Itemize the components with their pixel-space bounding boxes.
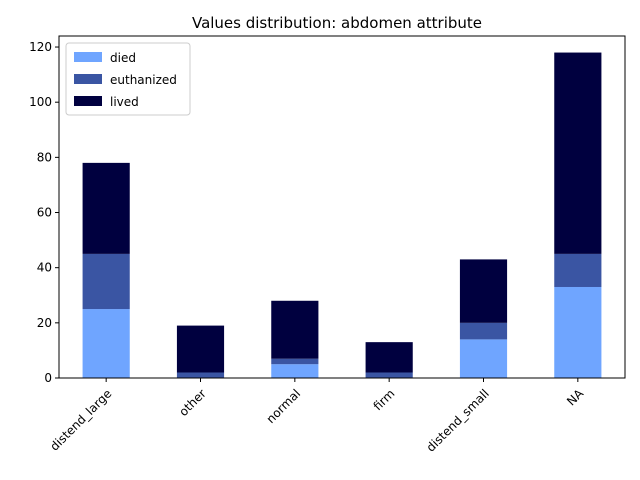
plot-frame bbox=[58, 35, 626, 379]
y-tick-label: 0 bbox=[44, 371, 52, 385]
x-tick-label-firm: firm bbox=[371, 386, 398, 413]
bar-segment-died-distend_small bbox=[459, 339, 508, 378]
legend-swatch-lived bbox=[74, 96, 102, 106]
bar-segment-died-NA bbox=[554, 286, 602, 378]
x-tick-label-distend_large: distend_large bbox=[47, 386, 114, 453]
y-tick-label: 120 bbox=[29, 40, 52, 54]
x-tick-label-other: other bbox=[176, 386, 209, 419]
x-tick-label-NA: NA bbox=[564, 386, 587, 409]
bar-segment-lived-other bbox=[176, 325, 225, 373]
chart-title: Values distribution: abdomen attribute bbox=[192, 14, 482, 32]
bar-segment-euthanized-normal bbox=[271, 358, 319, 365]
x-tick-label-normal: normal bbox=[264, 386, 304, 426]
bar-segment-died-distend_large bbox=[82, 309, 130, 378]
legend-swatch-died bbox=[74, 52, 102, 62]
bar-segment-died-normal bbox=[271, 364, 319, 378]
legend-swatch-euthanized bbox=[74, 74, 102, 84]
legend-label-died: died bbox=[110, 51, 136, 65]
bar-segment-euthanized-distend_small bbox=[459, 322, 508, 340]
bar-segment-lived-NA bbox=[554, 52, 602, 254]
bar-segment-euthanized-distend_large bbox=[82, 253, 130, 310]
x-tick-label-distend_small: distend_small bbox=[424, 386, 492, 454]
bar-segment-lived-distend_large bbox=[82, 162, 130, 254]
y-tick-label: 20 bbox=[37, 316, 52, 330]
legend: died euthanized lived bbox=[65, 42, 191, 116]
legend-label-euthanized: euthanized bbox=[110, 73, 177, 87]
y-tick-label: 80 bbox=[37, 150, 52, 164]
bar-segment-euthanized-NA bbox=[554, 253, 602, 287]
bars-layer bbox=[82, 52, 602, 378]
y-tick-label: 100 bbox=[29, 95, 52, 109]
bar-segment-lived-firm bbox=[365, 342, 413, 373]
y-tick-label: 60 bbox=[37, 206, 52, 220]
legend-label-lived: lived bbox=[110, 95, 139, 109]
bar-segment-lived-distend_small bbox=[459, 259, 508, 323]
bar-segment-euthanized-firm bbox=[365, 372, 413, 378]
y-tick-label: 40 bbox=[37, 261, 52, 275]
bar-segment-lived-normal bbox=[271, 300, 319, 359]
bar-segment-euthanized-other bbox=[176, 372, 225, 378]
